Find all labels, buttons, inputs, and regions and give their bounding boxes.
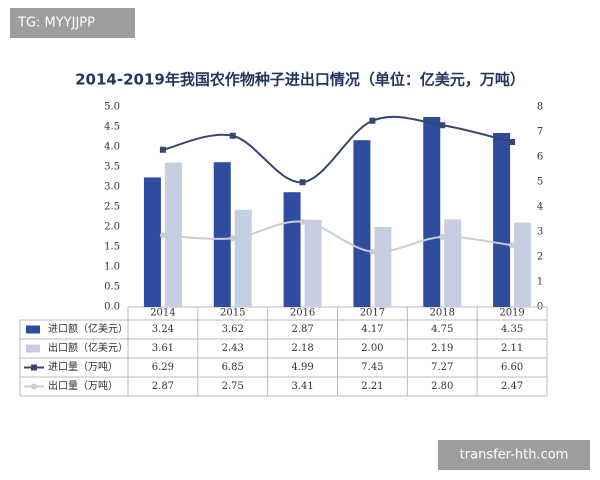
legend-label: 出口额（亿美元）	[48, 341, 128, 354]
bar	[143, 177, 161, 307]
x-tick-label: 2019	[499, 308, 524, 319]
y-tick-label: 3.0	[104, 182, 120, 193]
watermark-box	[10, 8, 135, 38]
y2-tick-label: 8	[537, 102, 543, 113]
line	[162, 220, 513, 253]
table-cell: 6.60	[501, 362, 523, 373]
y-tick-label: 0.5	[104, 282, 120, 293]
line-marker	[509, 139, 516, 145]
y2-tick-label: 2	[537, 252, 543, 263]
table-cell: 2.11	[501, 343, 523, 354]
y-tick-label: 4.0	[104, 142, 120, 153]
bar	[514, 222, 532, 307]
line-marker	[369, 117, 376, 124]
table-cell: 2.18	[291, 343, 313, 354]
table-cell: 2.19	[431, 343, 453, 354]
watermark: TG: MYYJJPP	[17, 16, 95, 31]
table-cell: 7.45	[361, 362, 383, 373]
table-cell: 7.27	[431, 362, 453, 373]
table-cell: 4.99	[291, 362, 313, 373]
bar	[164, 162, 182, 307]
bar	[234, 209, 252, 307]
table-cell: 2.00	[361, 343, 383, 354]
y-tick-label: 1.5	[104, 242, 120, 253]
x-tick-label: 2017	[360, 308, 385, 319]
bar	[374, 227, 392, 307]
y2-tick-label: 6	[537, 152, 543, 163]
table-cell: 3.41	[291, 381, 313, 392]
y2-tick-label: 7	[537, 127, 543, 138]
table-cell: 6.85	[222, 362, 244, 373]
table-cell: 2.47	[501, 381, 523, 392]
y-tick-label: 2.0	[104, 222, 120, 233]
y-tick-label: 2.5	[104, 202, 120, 213]
legend-swatch	[26, 344, 40, 353]
bar	[493, 133, 511, 307]
y-tick-label: 4.5	[104, 122, 120, 133]
x-tick-label: 2014	[150, 308, 175, 319]
table-cell: 3.24	[152, 324, 174, 335]
bar	[213, 162, 231, 307]
chart-title: 2014-2019年我国农作物种子进出口情况（单位：亿美元，万吨）	[75, 71, 525, 89]
y-tick-label: 5.0	[104, 102, 120, 113]
footer-box	[438, 440, 590, 470]
table-cell: 2.75	[222, 381, 244, 392]
line-marker	[299, 179, 306, 186]
line-marker	[299, 218, 306, 225]
y2-tick-label: 1	[537, 277, 543, 288]
x-tick-label: 2015	[220, 308, 245, 319]
line-marker	[369, 248, 376, 255]
bar	[353, 140, 371, 307]
table-cell: 3.62	[222, 324, 244, 335]
bar	[304, 219, 322, 307]
line-marker	[31, 383, 37, 390]
bar	[423, 117, 441, 307]
line-marker	[31, 364, 37, 371]
line-marker	[229, 235, 236, 242]
table-cell: 2.87	[291, 324, 313, 335]
table-cell: 2.80	[431, 381, 453, 392]
legend-label: 出口量（万吨）	[48, 379, 118, 392]
line-marker	[159, 232, 166, 239]
table-cell: 3.61	[152, 343, 174, 354]
y2-tick-label: 3	[537, 227, 543, 238]
footer: transfer-hth.com	[460, 448, 569, 463]
bar	[283, 192, 301, 307]
table-cell: 4.17	[361, 324, 383, 335]
y-tick-label: 1.0	[104, 262, 120, 273]
bar	[444, 219, 462, 307]
legend-label: 进口额（亿美元）	[48, 322, 128, 335]
line-marker	[229, 132, 236, 139]
y2-tick-label: 5	[537, 177, 543, 188]
y-tick-label: 0.0	[104, 302, 120, 313]
table-cell: 2.43	[222, 343, 244, 354]
legend-swatch	[26, 325, 40, 334]
table-cell: 4.75	[431, 324, 453, 335]
y-tick-label: 3.5	[104, 162, 120, 173]
x-tick-label: 2018	[430, 308, 455, 319]
table-cell: 2.87	[152, 381, 174, 392]
legend-label: 进口量（万吨）	[48, 360, 118, 373]
table-cell: 6.29	[152, 362, 174, 373]
table-cell: 4.35	[501, 324, 523, 335]
x-tick-label: 2016	[290, 308, 315, 319]
table-cell: 2.21	[361, 381, 383, 392]
line-marker	[439, 234, 446, 240]
line-marker	[439, 122, 446, 129]
line-marker	[509, 242, 516, 249]
y2-tick-label: 4	[537, 202, 543, 213]
line-marker	[159, 146, 166, 153]
